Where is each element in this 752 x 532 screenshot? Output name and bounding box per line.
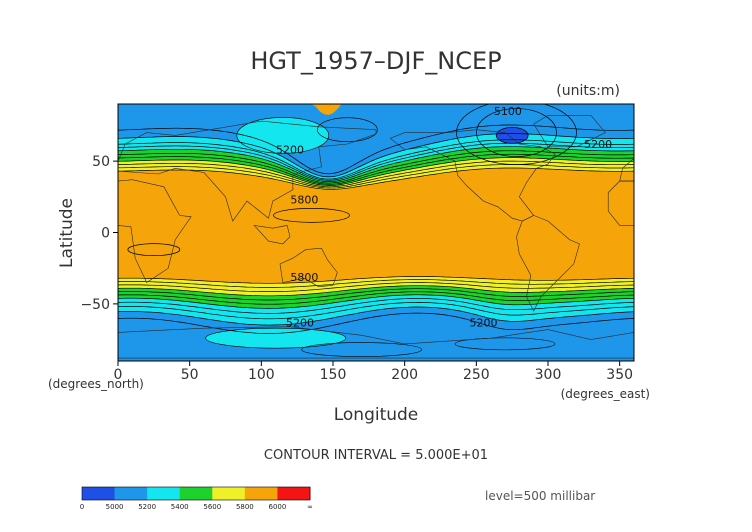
contour-interval: CONTOUR INTERVAL = 5.000E+01 <box>264 448 488 463</box>
nh-contour-9 <box>118 133 634 178</box>
colorbar-label-7: ∞ <box>307 503 313 511</box>
sh-contour-10 <box>118 312 634 334</box>
colorbar-label-1: 5000 <box>106 503 124 511</box>
colorbar-label-2: 5200 <box>138 503 156 511</box>
x-tick-label-100: 100 <box>248 367 275 383</box>
y-tick-label-0: 50 <box>92 154 110 170</box>
colorbar-swatch-4 <box>212 487 246 500</box>
coast-south-america <box>516 215 580 312</box>
nh-contour-2 <box>118 160 634 188</box>
sh-contour-2 <box>118 282 634 292</box>
coast-eurasia <box>118 120 377 222</box>
tropical-contour-north <box>273 208 350 223</box>
x-tick-label-0: 0 <box>114 367 123 383</box>
ring-antarctic <box>301 342 422 357</box>
nh-band-5000 <box>118 104 634 177</box>
x-tick-label-300: 300 <box>535 367 562 383</box>
contour-label-6: 5800 <box>290 271 318 284</box>
x-axis-label: Longitude <box>334 405 419 425</box>
x-tick-label-200: 200 <box>391 367 418 383</box>
colorbar-swatch-0 <box>82 487 116 500</box>
tropical-contour-south <box>127 243 181 256</box>
ring-antarctic-2 <box>454 337 556 351</box>
colorbar: 0 5000 5200 5400 5600 5800 6000 ∞ <box>80 486 313 511</box>
sh-contour-5 <box>118 291 634 305</box>
x-tick-label-350: 350 <box>606 367 633 383</box>
coast-africa-west <box>607 180 634 226</box>
colorbar-swatch-5 <box>244 487 278 500</box>
plot-area: 5100 5200 5200 5200 5200 5800 5800 <box>118 104 634 361</box>
sh-contour-0 <box>118 276 634 284</box>
contour-label-1: 5200 <box>584 138 612 151</box>
level-label: level=500 millibar <box>485 489 595 503</box>
coast-greenland <box>533 115 606 148</box>
sh-contour-8 <box>118 302 634 320</box>
nh-contour-3 <box>118 157 634 186</box>
coast-north-america <box>389 129 556 222</box>
low-center-north <box>495 127 529 144</box>
y-tick-label-2: −50 <box>80 297 110 313</box>
nh-contour-8 <box>118 139 634 180</box>
ring-siberia <box>317 117 378 142</box>
chart-title: HGT_1957–DJF_NCEP <box>250 47 501 75</box>
x-tick-label-250: 250 <box>463 367 490 383</box>
coast-iberia <box>619 157 634 182</box>
polar-lows <box>205 104 577 357</box>
colorbar-frame <box>81 486 311 501</box>
nh-contour-10 <box>118 124 634 175</box>
y-axis-label: Latitude <box>57 198 77 268</box>
nh-contour-1 <box>118 164 634 189</box>
height-bands <box>118 104 634 361</box>
coast-australia <box>279 247 338 288</box>
x-tick-label-150: 150 <box>320 367 347 383</box>
sh-contour-6 <box>118 294 634 309</box>
colorbar-label-4: 5600 <box>203 503 221 511</box>
nh-contour-0 <box>118 167 634 190</box>
colorbar-label-0: 0 <box>80 503 84 511</box>
sh-contour-7 <box>118 298 634 314</box>
sh-contour-1 <box>118 279 634 288</box>
colorbar-swatch-6 <box>277 487 311 500</box>
contour-label-0: 5100 <box>494 105 522 118</box>
sh-contour-4 <box>118 288 634 301</box>
sh-contour-3 <box>118 285 634 297</box>
x-axis-units: (degrees_east) <box>561 387 650 401</box>
nh-contour-5 <box>118 150 634 184</box>
contour-label-3: 5200 <box>286 316 314 329</box>
coast-antarctica <box>118 326 634 359</box>
sh-contour-9 <box>118 306 634 326</box>
colorbar-swatch-3 <box>179 487 213 500</box>
y-axis-units: (degrees_north) <box>48 377 144 391</box>
y-tick-label-1: 0 <box>101 226 110 242</box>
contour-labels: 5100 5200 5200 5200 5200 5800 5800 <box>276 105 612 329</box>
units-label: (units:m) <box>556 83 620 99</box>
contour-label-2: 5200 <box>276 144 304 157</box>
x-axis: 0 50 100 150 200 250 300 350 <box>114 361 633 383</box>
colorbar-label-6: 6000 <box>269 503 287 511</box>
lobe-antarctic <box>205 327 346 349</box>
colorbar-swatch-1 <box>114 487 148 500</box>
nh-band-5400 <box>118 146 634 186</box>
coastlines <box>118 115 634 359</box>
colorbar-swatch-2 <box>147 487 181 500</box>
coast-indonesia <box>253 224 291 245</box>
contour-lines <box>118 124 634 334</box>
colorbar-label-3: 5400 <box>171 503 189 511</box>
low-ring-north-1 <box>476 108 557 157</box>
coast-africa-east <box>118 179 192 283</box>
nh-contour-4 <box>118 153 634 185</box>
contour-label-4: 5200 <box>470 316 498 329</box>
colorbar-label-5: 5800 <box>236 503 254 511</box>
lobe-siberia <box>236 117 330 154</box>
x-tick-label-50: 50 <box>181 367 199 383</box>
nh-contour-7 <box>118 142 634 181</box>
y-axis: 50 0 −50 <box>80 154 118 313</box>
contour-label-5: 5800 <box>290 194 318 207</box>
nh-contour-6 <box>118 146 634 182</box>
